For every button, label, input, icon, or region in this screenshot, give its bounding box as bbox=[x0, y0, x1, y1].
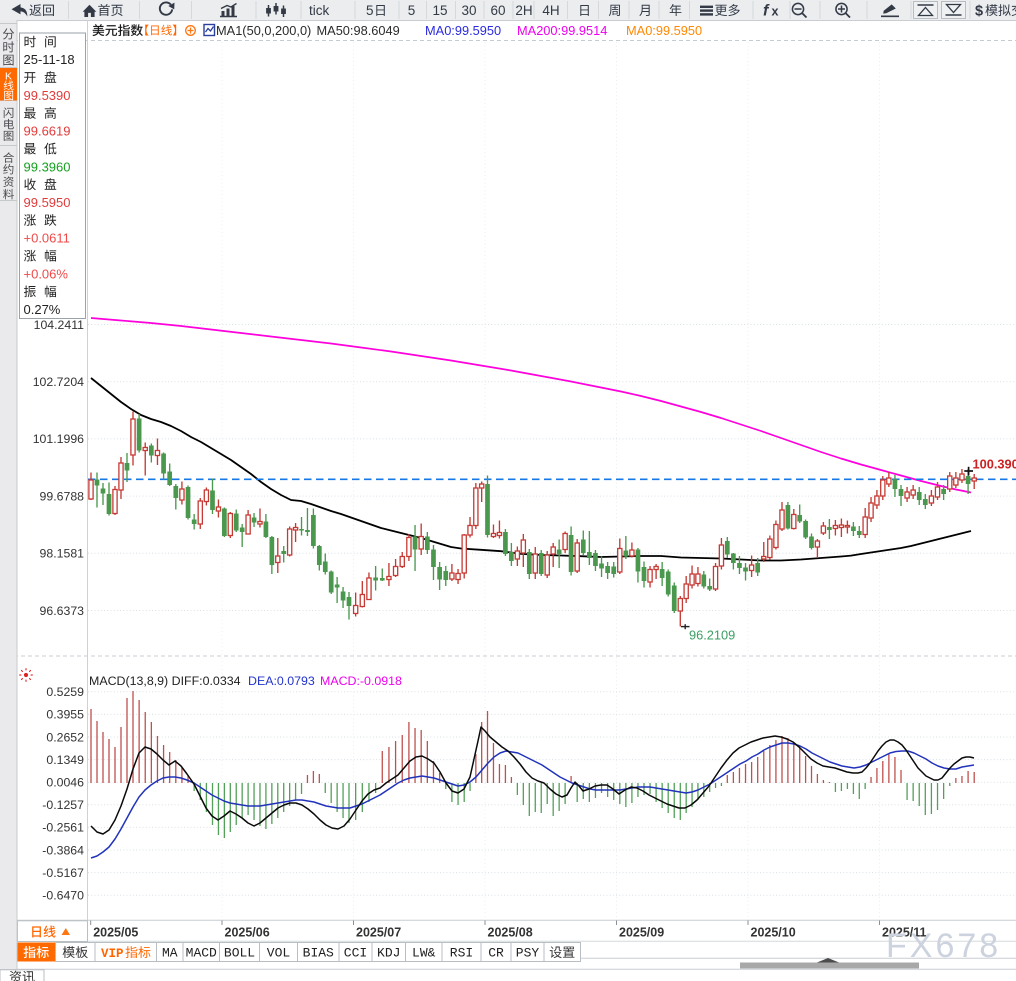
svg-text:CCI: CCI bbox=[344, 946, 367, 961]
svg-text:2025/08: 2025/08 bbox=[488, 926, 533, 940]
svg-text:MACD:-0.0918: MACD:-0.0918 bbox=[320, 674, 402, 688]
svg-text:0.1349: 0.1349 bbox=[46, 753, 84, 767]
svg-text:60: 60 bbox=[490, 3, 505, 18]
svg-text:-0.6470: -0.6470 bbox=[42, 889, 84, 903]
svg-text:99.5390: 99.5390 bbox=[24, 88, 71, 103]
svg-text:BIAS: BIAS bbox=[303, 946, 334, 961]
svg-text:99.6619: 99.6619 bbox=[24, 124, 71, 139]
svg-text:100.390: 100.390 bbox=[973, 457, 1016, 472]
svg-text:99.6788: 99.6788 bbox=[40, 489, 85, 503]
svg-text:FX678: FX678 bbox=[886, 927, 1001, 965]
svg-text:-0.5167: -0.5167 bbox=[42, 866, 84, 880]
svg-text:0.27%: 0.27% bbox=[24, 302, 61, 317]
svg-text:5: 5 bbox=[408, 3, 416, 18]
svg-text:0.3955: 0.3955 bbox=[46, 708, 84, 722]
svg-text:15: 15 bbox=[432, 3, 447, 18]
svg-text:VOL: VOL bbox=[267, 946, 290, 961]
svg-text:0.0046: 0.0046 bbox=[46, 776, 84, 790]
svg-text:2025/11: 2025/11 bbox=[882, 926, 927, 940]
svg-text:104.2411: 104.2411 bbox=[34, 318, 85, 332]
svg-text:MACD: MACD bbox=[186, 946, 217, 961]
svg-text:MA0:99.5950: MA0:99.5950 bbox=[626, 23, 702, 38]
svg-text:0.2652: 0.2652 bbox=[46, 730, 84, 744]
svg-text:2025/09: 2025/09 bbox=[619, 926, 664, 940]
svg-text:2025/10: 2025/10 bbox=[751, 926, 796, 940]
svg-text:PSY: PSY bbox=[516, 946, 540, 961]
svg-text:2025/07: 2025/07 bbox=[356, 926, 401, 940]
svg-text:-0.2561: -0.2561 bbox=[42, 821, 84, 835]
svg-text:DEA:0.0793: DEA:0.0793 bbox=[248, 674, 315, 688]
svg-text:MACD(13,8,9) DIFF:0.0334: MACD(13,8,9) DIFF:0.0334 bbox=[89, 674, 241, 688]
svg-text:2H: 2H bbox=[515, 3, 532, 18]
svg-text:25-11-18: 25-11-18 bbox=[24, 52, 75, 67]
svg-text:x: x bbox=[772, 5, 779, 19]
svg-text:KDJ: KDJ bbox=[377, 946, 400, 961]
svg-text:MA: MA bbox=[162, 946, 178, 961]
svg-text:98.1581: 98.1581 bbox=[40, 547, 85, 561]
svg-text:101.1996: 101.1996 bbox=[33, 432, 84, 446]
svg-text:BOLL: BOLL bbox=[224, 946, 255, 961]
svg-text:-0.1257: -0.1257 bbox=[42, 798, 84, 812]
svg-text:99.5950: 99.5950 bbox=[24, 195, 71, 210]
svg-text:5: 5 bbox=[366, 3, 374, 18]
svg-text:96.6373: 96.6373 bbox=[40, 604, 85, 618]
svg-text:30: 30 bbox=[461, 3, 476, 18]
svg-text:2025/06: 2025/06 bbox=[225, 926, 270, 940]
svg-text:MA50:98.6049: MA50:98.6049 bbox=[317, 23, 400, 38]
svg-text:0.5259: 0.5259 bbox=[46, 685, 84, 699]
svg-text:4H: 4H bbox=[542, 3, 559, 18]
svg-text:96.2109: 96.2109 bbox=[689, 628, 735, 643]
svg-text:102.7204: 102.7204 bbox=[33, 375, 84, 389]
svg-text:f: f bbox=[763, 3, 770, 20]
svg-text:2025/05: 2025/05 bbox=[93, 926, 138, 940]
svg-text:$: $ bbox=[975, 4, 983, 20]
svg-text:LW&: LW& bbox=[412, 946, 436, 961]
svg-text:+0.06%: +0.06% bbox=[24, 266, 69, 281]
svg-text:+0.0611: +0.0611 bbox=[24, 231, 70, 246]
svg-text:-0.3864: -0.3864 bbox=[42, 843, 84, 857]
svg-text:VIP: VIP bbox=[101, 947, 124, 961]
svg-text:K: K bbox=[5, 71, 12, 83]
svg-text:tick: tick bbox=[309, 3, 330, 18]
svg-text:99.3960: 99.3960 bbox=[24, 159, 71, 174]
svg-text:CR: CR bbox=[488, 946, 504, 961]
svg-text:MA0:99.5950: MA0:99.5950 bbox=[425, 23, 501, 38]
svg-text:RSI: RSI bbox=[450, 946, 473, 961]
svg-text:MA200:99.9514: MA200:99.9514 bbox=[517, 23, 607, 38]
svg-text:MA1(50,0,200,0): MA1(50,0,200,0) bbox=[216, 23, 311, 38]
